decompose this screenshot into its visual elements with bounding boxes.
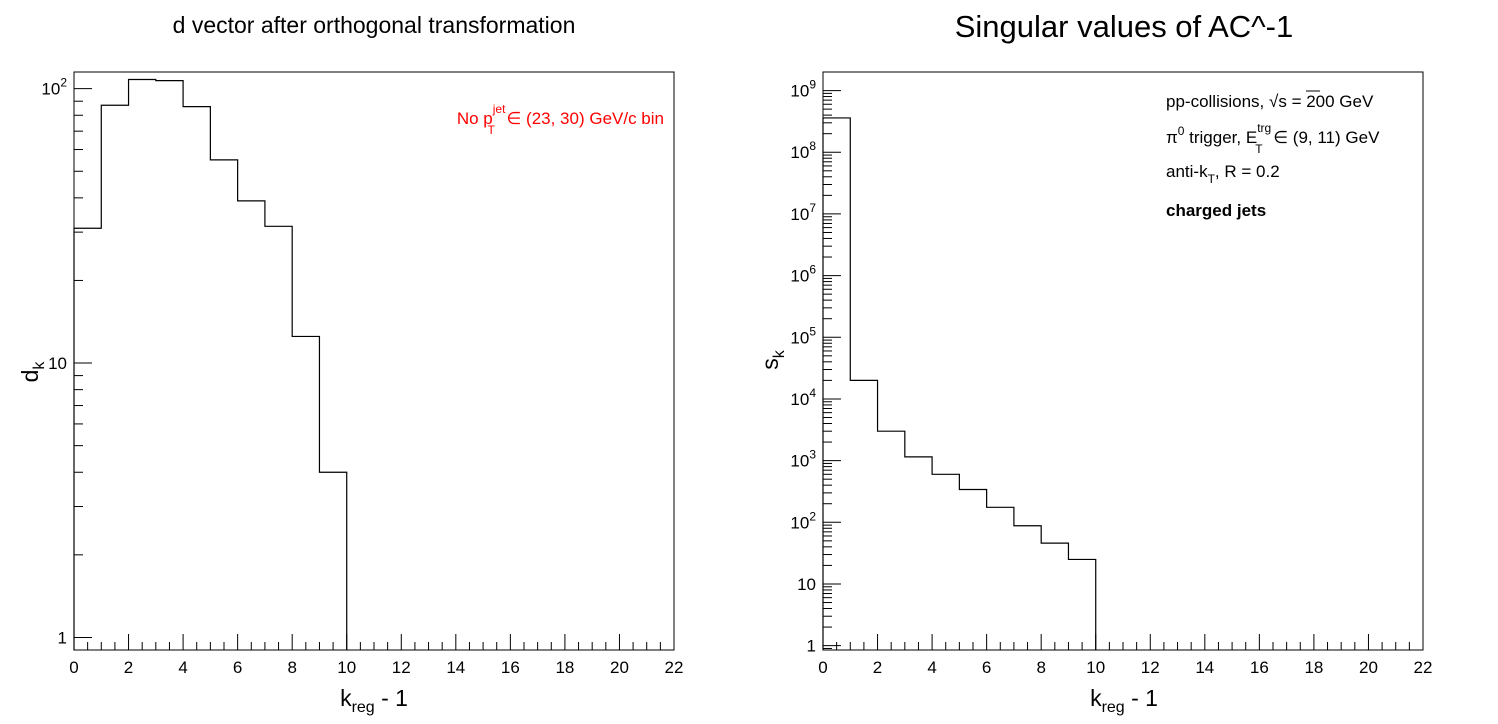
- x-tick-label: 16: [1250, 658, 1269, 677]
- x-tick-label: 2: [124, 658, 133, 677]
- y-tick-label: 106: [790, 263, 816, 286]
- left-axis-ticks: [73, 88, 675, 651]
- y-tick-label: 105: [790, 324, 816, 347]
- y-tick-label: 103: [790, 448, 816, 471]
- x-tick-label: 18: [1304, 658, 1323, 677]
- left-chart-title: d vector after orthogonal transformation: [173, 12, 576, 38]
- left-y-tick-labels: 1 10 102: [41, 76, 67, 648]
- x-tick-label: 22: [665, 658, 684, 677]
- left-x-tick-labels: 0 2 4 6 8 10 12 14 16 18 20 22: [69, 658, 683, 677]
- left-histogram-line: [73, 78, 348, 650]
- y-tick-label: 102: [790, 509, 816, 532]
- y-tick-label: 1: [807, 637, 816, 656]
- x-tick-label: 0: [69, 658, 78, 677]
- x-tick-label: 8: [287, 658, 296, 677]
- right-chart-title: Singular values of AC^-1: [955, 9, 1294, 44]
- x-tick-label: 6: [233, 658, 242, 677]
- left-x-axis-label: kreg - 1: [340, 685, 408, 716]
- info-line-trigger: π0 trigger, Etrg T ∈ (9, 11) GeV: [1166, 121, 1380, 156]
- right-panel: Singular values of AC^-1 0 2 4 6 8 10 12 14 16 18…: [757, 9, 1432, 716]
- left-plot-frame: [73, 71, 675, 651]
- x-tick-label: 10: [337, 658, 356, 677]
- x-tick-label: 0: [818, 658, 827, 677]
- x-tick-label: 10: [1086, 658, 1105, 677]
- y-tick-label: 1: [58, 628, 67, 647]
- y-tick-label: 104: [790, 386, 816, 409]
- x-tick-label: 6: [982, 658, 991, 677]
- right-y-axis-label: sk: [757, 349, 788, 370]
- right-info-box: pp-collisions, √s = 200 GeV π0 trigger, …: [1166, 90, 1380, 220]
- info-line-charged-jets: charged jets: [1166, 201, 1266, 220]
- x-tick-label: 20: [1359, 658, 1378, 677]
- x-tick-label: 14: [446, 658, 465, 677]
- right-plot-frame: [822, 71, 1424, 651]
- left-annotation: No pjet T ∈ (23, 30) GeV/c bin: [457, 102, 664, 137]
- x-tick-label: 12: [392, 658, 411, 677]
- right-x-axis-label: kreg - 1: [1090, 685, 1158, 716]
- x-tick-label: 18: [555, 658, 574, 677]
- y-tick-label: 107: [790, 201, 816, 224]
- info-line-collisions: pp-collisions, √s = 200 GeV: [1166, 92, 1374, 111]
- x-tick-label: 20: [610, 658, 629, 677]
- x-tick-label: 4: [178, 658, 187, 677]
- x-tick-label: 2: [873, 658, 882, 677]
- x-tick-label: 4: [927, 658, 936, 677]
- y-tick-label: 10: [48, 354, 67, 373]
- x-tick-label: 16: [501, 658, 520, 677]
- left-panel: d vector after orthogonal transformation…: [17, 12, 683, 716]
- info-line-algorithm: anti-kT, R = 0.2: [1166, 162, 1280, 186]
- y-tick-label: 10: [797, 575, 816, 594]
- x-tick-label: 12: [1141, 658, 1160, 677]
- y-tick-label: 108: [790, 139, 816, 162]
- y-tick-label: 102: [41, 76, 67, 99]
- x-tick-label: 22: [1414, 658, 1433, 677]
- right-axis-ticks: [822, 71, 1424, 650]
- right-histogram-line: [822, 117, 1097, 650]
- x-tick-label: 14: [1195, 658, 1214, 677]
- x-tick-label: 8: [1036, 658, 1045, 677]
- y-tick-label: 109: [790, 78, 816, 101]
- right-y-tick-labels: 1 10 102 103 104 105 106 107 108 109: [790, 78, 816, 656]
- right-x-tick-labels: 0 2 4 6 8 10 12 14 16 18 20 22: [818, 658, 1432, 677]
- left-y-axis-label: dk: [17, 361, 48, 383]
